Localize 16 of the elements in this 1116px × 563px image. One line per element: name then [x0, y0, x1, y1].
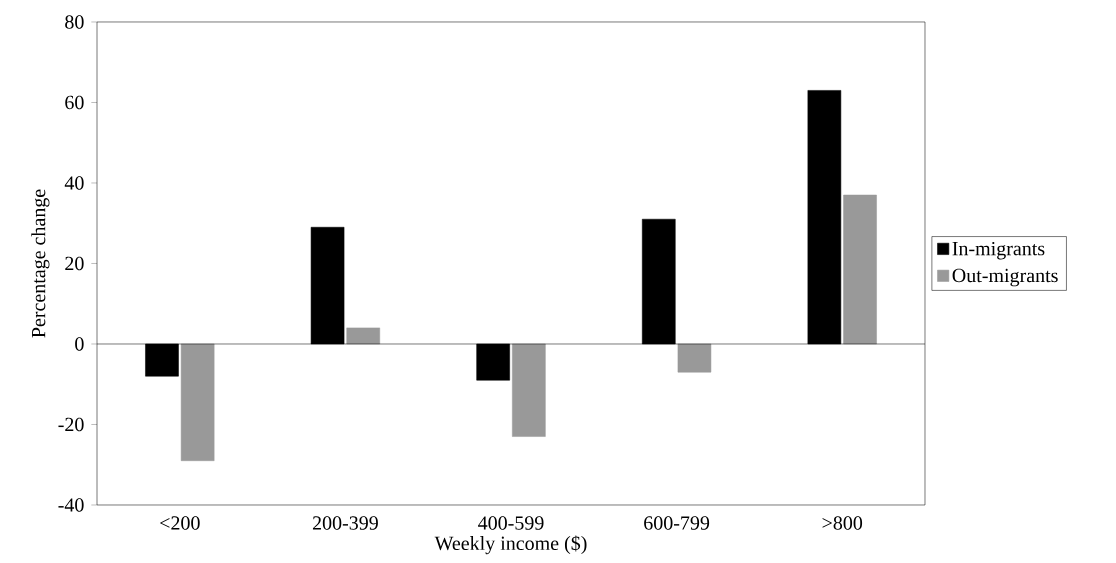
x-tick-label: <200	[160, 516, 200, 530]
y-tick-label: 40	[64, 176, 84, 190]
legend-label: In-migrants	[952, 241, 1045, 260]
x-tick-label: 200-399	[312, 516, 378, 530]
x-tick-label: >800	[822, 516, 863, 530]
y-tick-label: 60	[65, 95, 84, 110]
y-tick-label: 80	[65, 15, 84, 29]
legend-label: Out-migrants	[952, 268, 1058, 287]
y-tick-label: -20	[58, 417, 84, 432]
y-axis-title: Percentage change	[31, 189, 50, 338]
x-tick-label: 400-599	[478, 516, 544, 530]
y-tick-label: -40	[58, 498, 84, 512]
x-axis-title: Weekly income ($)	[434, 535, 587, 555]
y-tick-label: 20	[65, 256, 84, 271]
x-tick-label: 600-799	[644, 516, 710, 530]
y-tick-label: 0	[75, 337, 84, 351]
